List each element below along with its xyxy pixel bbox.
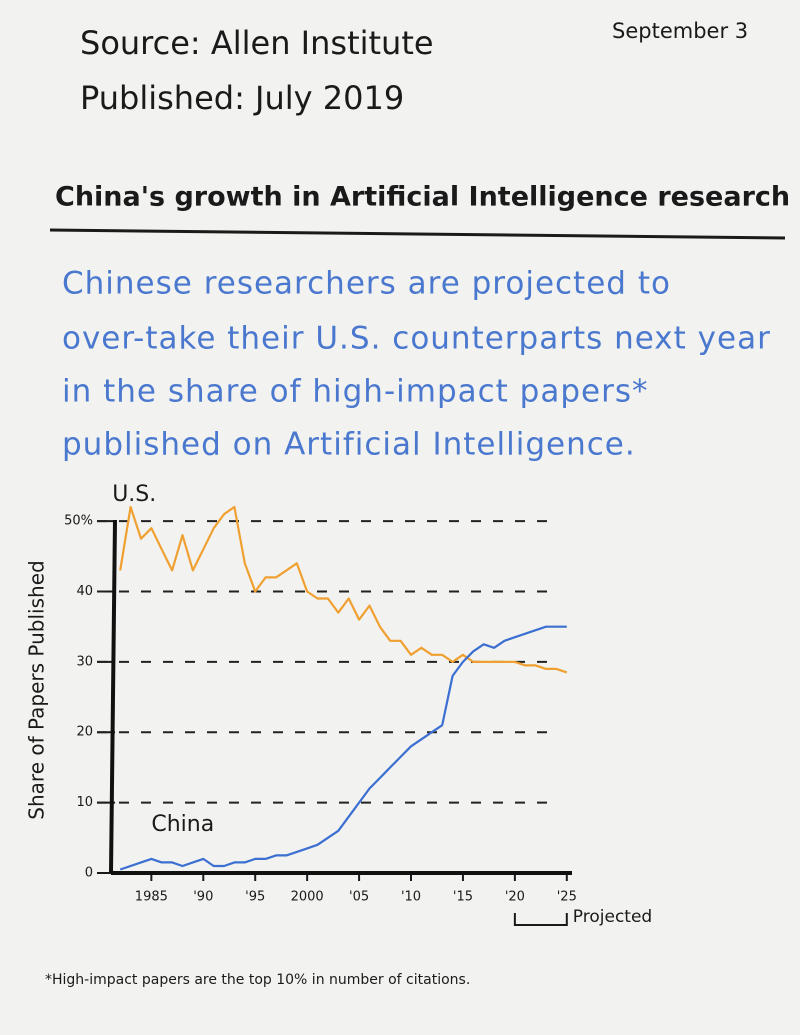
y-tick-label: 10 bbox=[76, 795, 93, 810]
series-line bbox=[119, 505, 568, 674]
title-underline bbox=[49, 228, 786, 240]
body-line: Chinese researchers are projected to bbox=[62, 266, 671, 302]
x-tick-label: '10 bbox=[401, 890, 421, 905]
x-tick-label: '25 bbox=[557, 890, 577, 905]
body-line: over-take their U.S. counterparts next y… bbox=[62, 321, 771, 357]
y-tick-label: 0 bbox=[85, 866, 93, 881]
x-tick-label: 1985 bbox=[135, 890, 168, 905]
x-tick-label: '90 bbox=[193, 890, 213, 905]
x-tick-label: '15 bbox=[453, 890, 473, 905]
series-line bbox=[119, 625, 567, 871]
x-tick-label: '05 bbox=[349, 890, 369, 905]
published: Published: July 2019 bbox=[80, 79, 404, 117]
projected-bracket bbox=[513, 913, 568, 926]
date: September 3 bbox=[612, 19, 748, 43]
source: Source: Allen Institute bbox=[80, 24, 434, 62]
y-tick-label: 50% bbox=[64, 514, 93, 529]
title: China's growth in Artificial Intelligenc… bbox=[55, 182, 790, 213]
x-tick-label: '95 bbox=[245, 890, 265, 905]
x-tick-label: 2000 bbox=[291, 890, 324, 905]
x-tick-label: '20 bbox=[505, 890, 525, 905]
projected-label: Projected bbox=[573, 907, 652, 927]
series-label: U.S. bbox=[112, 482, 156, 507]
y-tick-label: 20 bbox=[76, 725, 93, 740]
y-axis bbox=[109, 519, 117, 874]
y-tick-label: 40 bbox=[76, 584, 93, 599]
series-label: China bbox=[151, 812, 214, 837]
y-tick-label: 30 bbox=[76, 654, 93, 669]
footnote: *High-impact papers are the top 10% in n… bbox=[45, 972, 470, 988]
body-line: published on Artificial Intelligence. bbox=[62, 427, 636, 463]
body-line: in the share of high-impact papers* bbox=[62, 374, 649, 410]
y-axis-label: Share of Papers Published bbox=[25, 560, 49, 819]
